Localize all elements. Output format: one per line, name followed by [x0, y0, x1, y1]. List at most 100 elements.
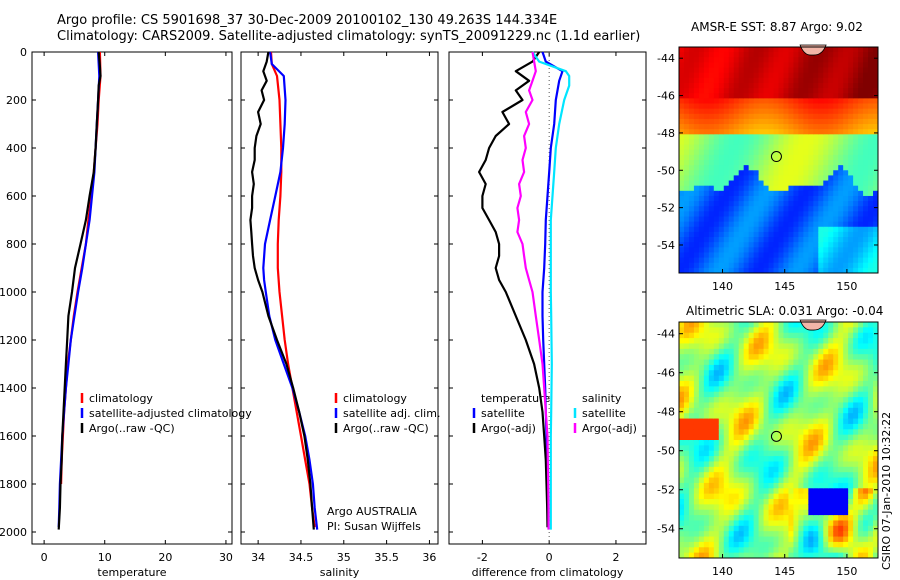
- sst-map-cell: [818, 175, 824, 182]
- sla-map-cell: [853, 434, 859, 441]
- sst-map-cell: [868, 67, 874, 74]
- sst-map-cell: [848, 118, 854, 125]
- sst-map-cell: [728, 226, 735, 233]
- sla-map-cell: [798, 536, 804, 543]
- sla-map-cell: [753, 531, 760, 538]
- sla-map-cell: [698, 429, 705, 436]
- sla-map-cell: [843, 364, 849, 371]
- sst-map-cell: [703, 262, 710, 269]
- sla-map-cell: [863, 348, 869, 355]
- sst-map-cell: [703, 221, 710, 228]
- sst-map-cell: [718, 216, 725, 223]
- sla-map-cell: [683, 364, 690, 371]
- figure-title-line-2: Climatology: CARS2009. Satellite-adjuste…: [57, 29, 641, 44]
- sla-map-cell: [763, 472, 770, 479]
- sla-map-cell: [848, 391, 854, 398]
- sla-map-cell: [708, 402, 715, 409]
- sla-map-cell: [868, 423, 874, 430]
- sst-map-cell: [743, 165, 750, 171]
- sla-map-cell: [808, 375, 814, 382]
- sla-map-cell: [763, 541, 770, 548]
- sst-map-cell: [783, 206, 790, 212]
- sst-map-cell: [688, 88, 695, 94]
- sla-map-cell: [753, 370, 760, 377]
- sst-map-cell: [733, 93, 740, 99]
- sla-map-cell: [873, 397, 878, 404]
- sst-map-cell: [733, 129, 740, 135]
- sla-map-cell: [688, 440, 695, 446]
- sla-map-cell: [788, 327, 795, 334]
- sla-map-cell: [858, 456, 864, 463]
- sla-map-cell: [873, 418, 878, 425]
- temperature-legend-label: satellite-adjusted climatology: [89, 407, 252, 420]
- sla-map-cell: [738, 525, 745, 532]
- sst-map-cell: [793, 77, 799, 84]
- sla-map-cell: [733, 364, 740, 371]
- sla-map-cell: [743, 434, 750, 441]
- sla-map-cell: [688, 541, 695, 548]
- sla-map-cell: [828, 429, 834, 436]
- sla-map-cell: [768, 493, 775, 500]
- sst-map-cell: [818, 67, 824, 74]
- sst-map-cell: [713, 113, 720, 120]
- sla-map-cell: [693, 434, 700, 441]
- sla-map-cell: [833, 504, 839, 511]
- sla-map-cell: [679, 531, 685, 538]
- sla-map-cell: [728, 499, 735, 505]
- sst-map-cell: [763, 160, 770, 166]
- sla-map-cell: [743, 456, 750, 463]
- sst-map-cell: [693, 93, 700, 99]
- sst-map-cell: [843, 216, 849, 223]
- figure-title-line-1: Argo profile: CS 5901698_37 30-Dec-2009 …: [57, 13, 558, 28]
- sla-map-cell: [763, 499, 770, 505]
- sla-map-cell: [848, 327, 854, 334]
- sst-map-cell: [838, 149, 844, 156]
- sst-map-cell: [763, 47, 770, 53]
- sst-map-cell: [778, 267, 785, 273]
- sst-map-cell: [773, 67, 780, 74]
- sla-map-cell: [803, 547, 809, 554]
- sla-map-cell: [788, 488, 795, 495]
- sst-map-cell: [773, 47, 780, 53]
- sst-map-cell: [688, 118, 695, 125]
- difference-series-salinity-satellite: [531, 51, 571, 530]
- sst-map-cell: [868, 139, 874, 146]
- sst-map-cell: [793, 195, 799, 202]
- sst-map-cell: [713, 154, 720, 161]
- sst-map-cell: [838, 267, 844, 273]
- sla-map-cell: [773, 434, 780, 441]
- sst-map-cell: [728, 103, 735, 110]
- depth-tick-label: 1200: [0, 334, 27, 347]
- sla-map-cell: [808, 482, 814, 489]
- sst-map-cell: [768, 77, 775, 84]
- sla-map-cell: [873, 375, 878, 382]
- sla-map-cell: [728, 402, 735, 409]
- sla-map-cell: [783, 509, 790, 516]
- sst-map-cell: [748, 57, 755, 64]
- sst-map-cell: [768, 211, 775, 218]
- sla-map-cell: [793, 515, 799, 522]
- sla-map-cell: [848, 348, 854, 355]
- sla-map-cell: [808, 445, 814, 452]
- sst-map-cell: [708, 47, 715, 53]
- sla-map-cell: [763, 327, 770, 334]
- sla-map-cell: [773, 520, 780, 527]
- sla-map-cell: [798, 418, 804, 425]
- sla-map-cell: [853, 429, 859, 436]
- sla-map-cell: [783, 520, 790, 527]
- sst-map-cell: [843, 257, 849, 264]
- sla-map-cell: [848, 509, 854, 516]
- sla-map-cell: [788, 354, 795, 361]
- sla-map-cell: [728, 354, 735, 361]
- sst-map-cell: [758, 52, 765, 58]
- sla-map-cell: [813, 423, 819, 430]
- sla-map-cell: [858, 407, 864, 414]
- sla-map-cell: [708, 472, 715, 479]
- sla-map-cell: [743, 348, 750, 355]
- sla-map-cell: [738, 472, 745, 479]
- sla-map-cell: [753, 359, 760, 366]
- sla-map-cell: [783, 472, 790, 479]
- sla-map-cell: [688, 370, 695, 377]
- sst-map-cell: [758, 134, 765, 141]
- sla-map-cell: [853, 370, 859, 377]
